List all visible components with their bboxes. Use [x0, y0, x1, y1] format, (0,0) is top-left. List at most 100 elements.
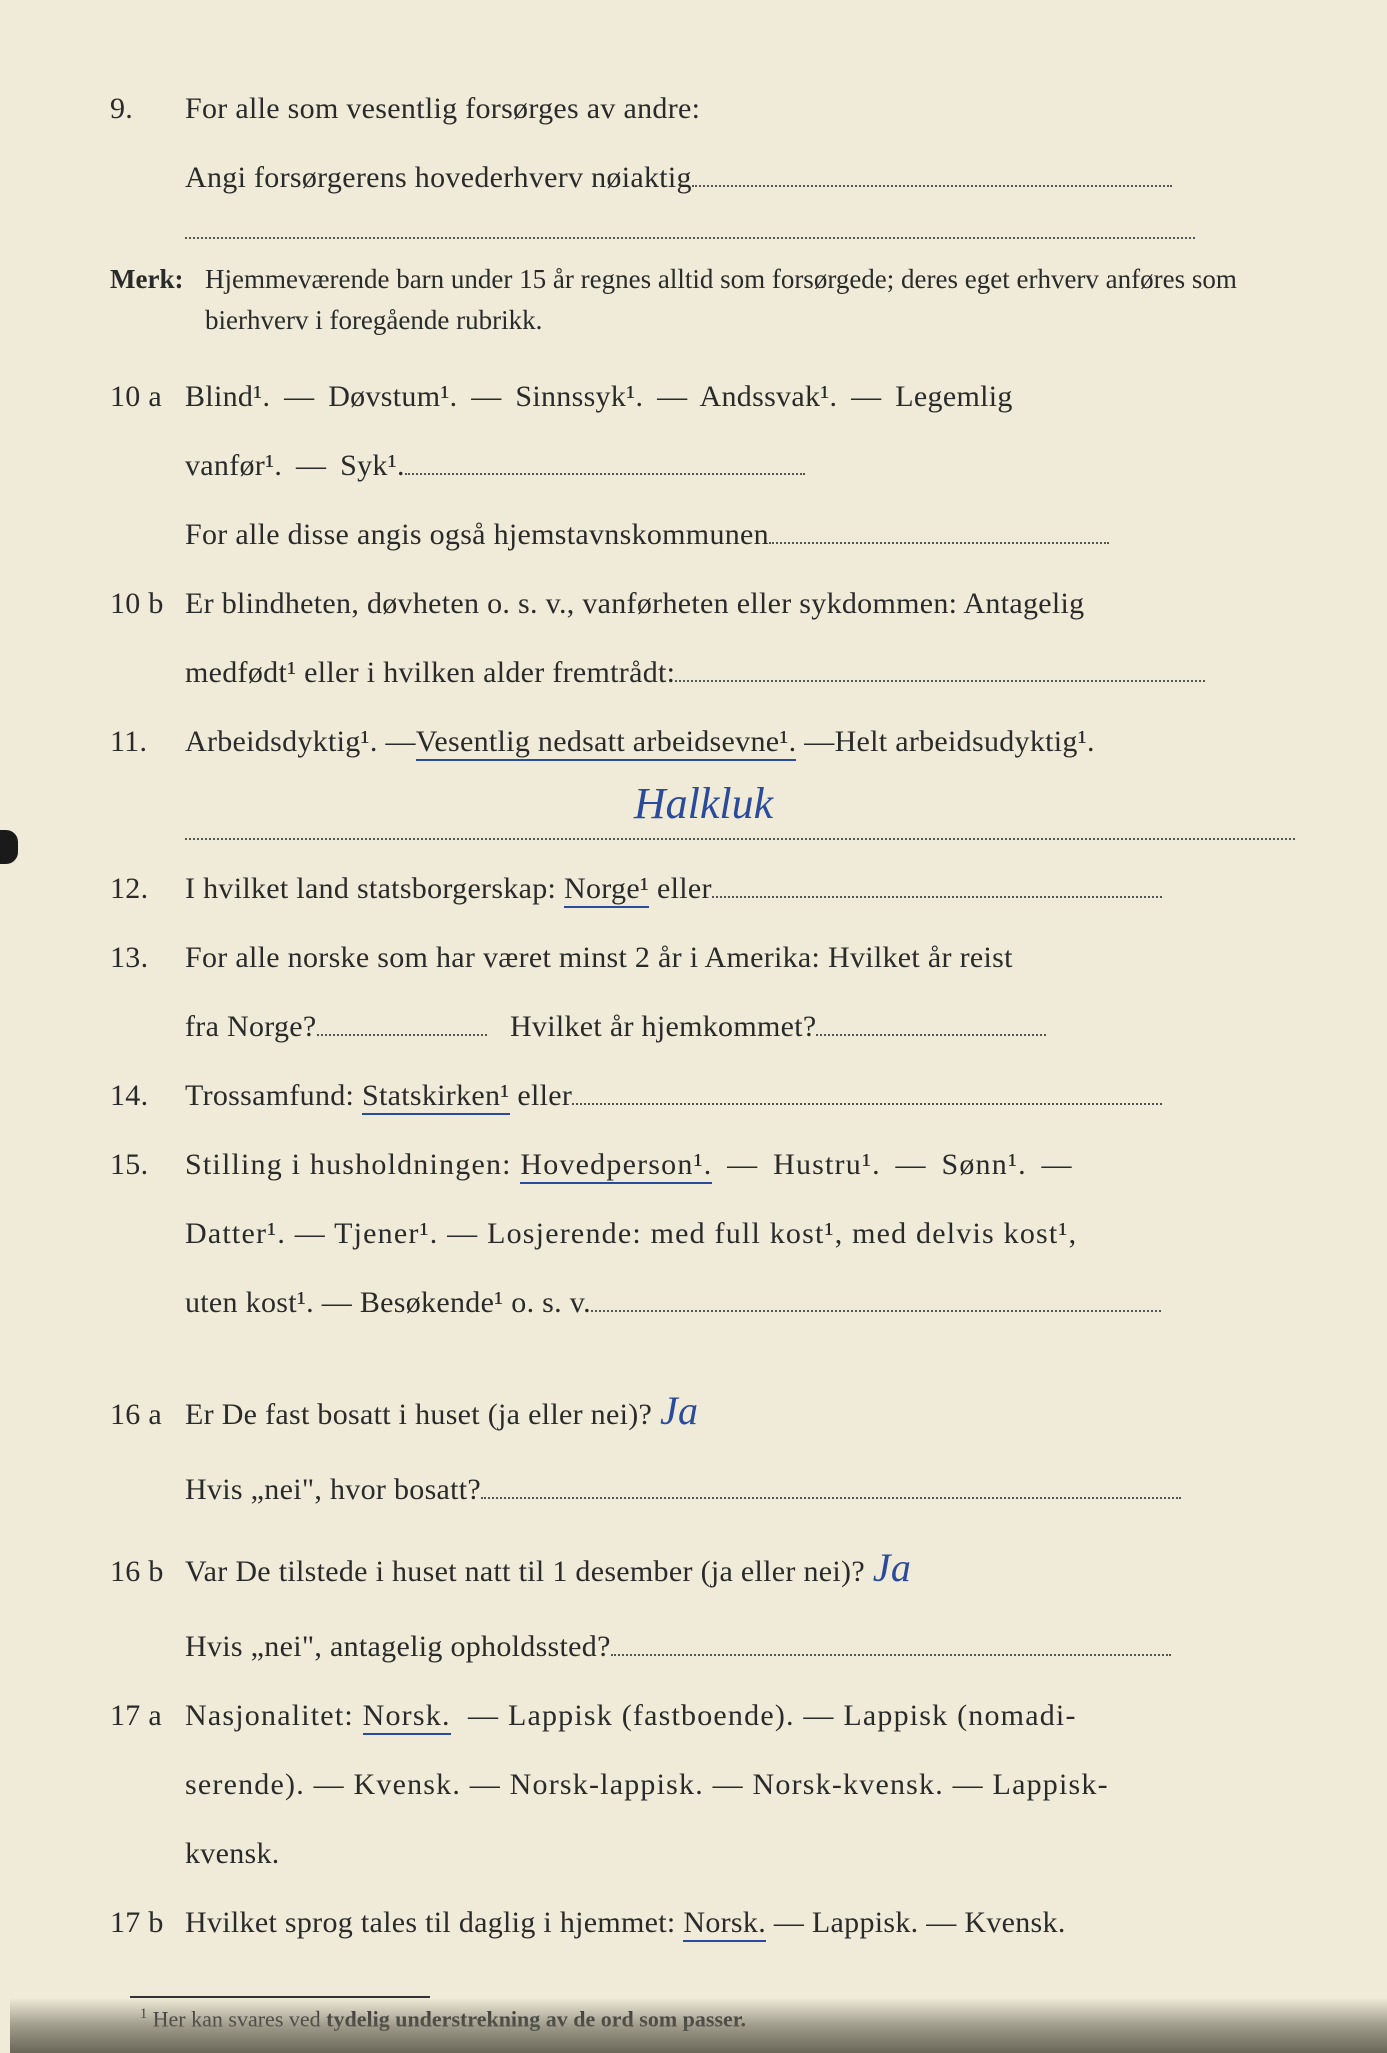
q10a-vanfor: vanfør¹.	[185, 449, 282, 482]
q17a-body: Nasjonalitet: Norsk. — Lappisk (fastboen…	[185, 1687, 1297, 1744]
q11-handwritten: Halkluk	[634, 779, 773, 828]
q9-text-line1: For alle som vesentlig forsørges av andr…	[185, 80, 1297, 137]
q16a-answer: Ja	[660, 1388, 698, 1433]
q13-line2: fra Norge? Hvilket år hjemkommet?	[185, 998, 1297, 1055]
question-17a: 17 a Nasjonalitet: Norsk. — Lappisk (fas…	[110, 1687, 1297, 1744]
q14-fill	[572, 1103, 1162, 1105]
footnote: 1 Her kan svares ved tydelig understrekn…	[140, 2006, 1297, 2032]
question-15: 15. Stilling i husholdningen: Hovedperso…	[110, 1136, 1297, 1193]
q15-sonn: Sønn¹.	[941, 1148, 1026, 1181]
q10a-opt3: Sinnssyk¹.	[515, 380, 643, 413]
q13-number: 13.	[110, 929, 185, 986]
q11-options: Arbeidsdyktig¹. —Vesentlig nedsatt arbei…	[185, 713, 1297, 770]
q17b-text-a: Hvilket sprog tales til daglig i hjemmet…	[185, 1906, 676, 1939]
q10a-options: Blind¹. — Døvstum¹. — Sinnssyk¹. — Andss…	[185, 368, 1297, 425]
q17a-rest1: — Lappisk (fastboende). — Lappisk (nomad…	[468, 1699, 1077, 1732]
question-14: 14. Trossamfund: Statskirken¹ eller	[110, 1067, 1297, 1124]
binding-bump	[0, 830, 18, 864]
q14-statskirken-underlined: Statskirken¹	[362, 1079, 510, 1115]
q16b-number: 16 b	[110, 1543, 185, 1600]
q10b-number: 10 b	[110, 575, 185, 632]
q12-body: I hvilket land statsborgerskap: Norge¹ e…	[185, 860, 1297, 917]
q15-hovedperson-underlined: Hovedperson¹.	[520, 1148, 712, 1184]
q10b-line2: medfødt¹ eller i hvilken alder fremtrådt…	[185, 644, 1297, 701]
q16a-line2: Hvis „nei", hvor bosatt?	[185, 1461, 1297, 1518]
q9-line2: Angi forsørgerens hovederhverv nøiaktig	[185, 149, 1297, 206]
q10a-opt1: Blind¹.	[185, 380, 270, 413]
q9-number: 9.	[110, 80, 185, 137]
q10a-line2: vanfør¹. — Syk¹.	[185, 437, 1297, 494]
q10a-opt4: Andssvak¹.	[700, 380, 838, 413]
question-10b: 10 b Er blindheten, døvheten o. s. v., v…	[110, 575, 1297, 632]
q13-fill2	[816, 1034, 1046, 1036]
q16b-line2: Hvis „nei", antagelig opholdssted?	[185, 1618, 1297, 1675]
q11-opt1: Arbeidsdyktig¹.	[185, 725, 378, 758]
q16b-text2: Hvis „nei", antagelig opholdssted?	[185, 1630, 611, 1663]
q12-text-b: eller	[657, 872, 712, 905]
q12-norge-underlined: Norge¹	[564, 872, 649, 908]
q9-fill-line	[692, 185, 1172, 187]
q15-body: Stilling i husholdningen: Hovedperson¹. …	[185, 1136, 1297, 1193]
q14-body: Trossamfund: Statskirken¹ eller	[185, 1067, 1297, 1124]
q10a-opt5: Legemlig	[895, 380, 1012, 413]
q15-fill	[591, 1310, 1161, 1312]
q14-text-a: Trossamfund:	[185, 1079, 354, 1112]
q10a-syk: Syk¹.	[340, 449, 405, 482]
q17a-norsk-underlined: Norsk.	[363, 1699, 451, 1735]
q16a-text2: Hvis „nei", hvor bosatt?	[185, 1473, 481, 1506]
q10b-text2: medfødt¹ eller i hvilken alder fremtrådt…	[185, 656, 675, 689]
q16a-body: Er De fast bosatt i huset (ja eller nei)…	[185, 1373, 1297, 1449]
q17b-number: 17 b	[110, 1894, 185, 1951]
question-10a: 10 a Blind¹. — Døvstum¹. — Sinnssyk¹. — …	[110, 368, 1297, 425]
question-16a: 16 a Er De fast bosatt i huset (ja eller…	[110, 1373, 1297, 1449]
footnote-num: 1	[140, 2006, 147, 2022]
merk-label: Merk:	[110, 259, 205, 340]
q13-text2a: fra Norge?	[185, 1010, 317, 1043]
q15-line3: uten kost¹. — Besøkende¹ o. s. v.	[185, 1274, 1297, 1331]
q10a-number: 10 a	[110, 368, 185, 425]
q16a-text: Er De fast bosatt i huset (ja eller nei)…	[185, 1398, 652, 1431]
q16a-number: 16 a	[110, 1386, 185, 1443]
q12-text-a: I hvilket land statsborgerskap:	[185, 872, 556, 905]
q16b-text: Var De tilstede i huset natt til 1 desem…	[185, 1555, 865, 1588]
document-page: 9. For alle som vesentlig forsørges av a…	[0, 0, 1387, 2048]
q15-line3-text: uten kost¹. — Besøkende¹ o. s. v.	[185, 1286, 591, 1319]
q16a-fill	[481, 1497, 1181, 1499]
q10b-text1: Er blindheten, døvheten o. s. v., vanfør…	[185, 575, 1297, 632]
q15-text-a: Stilling i husholdningen:	[185, 1148, 512, 1181]
q16b-fill	[611, 1654, 1171, 1656]
q13-text1: For alle norske som har været minst 2 år…	[185, 929, 1297, 986]
q17a-text-a: Nasjonalitet:	[185, 1699, 354, 1732]
q11-number: 11.	[110, 713, 185, 770]
merk-text: Hjemmeværende barn under 15 år regnes al…	[205, 259, 1297, 340]
footnote-text: Her kan svares ved tydelig understreknin…	[153, 2007, 746, 2032]
q12-fill	[712, 896, 1162, 898]
q11-opt2-underlined: Vesentlig nedsatt arbeidsevne¹.	[416, 725, 797, 761]
merk-note: Merk: Hjemmeværende barn under 15 år reg…	[110, 259, 1297, 340]
q12-number: 12.	[110, 860, 185, 917]
q16b-answer: Ja	[873, 1545, 911, 1590]
q14-text-b: eller	[517, 1079, 572, 1112]
q10a-fill2	[769, 542, 1109, 544]
q10a-opt2: Døvstum¹.	[328, 380, 457, 413]
q10b-fill	[675, 680, 1205, 682]
question-12: 12. I hvilket land statsborgerskap: Norg…	[110, 860, 1297, 917]
q15-number: 15.	[110, 1136, 185, 1193]
q10a-line3-text: For alle disse angis også hjemstavnskomm…	[185, 518, 769, 551]
q17b-rest: — Lappisk. — Kvensk.	[774, 1906, 1066, 1939]
question-11: 11. Arbeidsdyktig¹. —Vesentlig nedsatt a…	[110, 713, 1297, 770]
q17b-norsk-underlined: Norsk.	[683, 1906, 766, 1942]
q9-fill-line-2	[185, 218, 1195, 239]
question-9: 9. For alle som vesentlig forsørges av a…	[110, 80, 1297, 137]
q9-text-line2: Angi forsørgerens hovederhverv nøiaktig	[185, 161, 692, 194]
question-16b: 16 b Var De tilstede i huset natt til 1 …	[110, 1530, 1297, 1606]
q10a-fill	[405, 473, 805, 475]
question-17b: 17 b Hvilket sprog tales til daglig i hj…	[110, 1894, 1297, 1951]
q17a-line2: serende). — Kvensk. — Norsk-lappisk. — N…	[185, 1756, 1297, 1813]
q17a-number: 17 a	[110, 1687, 185, 1744]
q15-hustru: Hustru¹.	[773, 1148, 881, 1181]
q13-fill1	[317, 1034, 487, 1036]
question-13: 13. For alle norske som har været minst …	[110, 929, 1297, 986]
q10a-line3: For alle disse angis også hjemstavnskomm…	[185, 506, 1297, 563]
q15-line2: Datter¹. — Tjener¹. — Losjerende: med fu…	[185, 1205, 1297, 1262]
